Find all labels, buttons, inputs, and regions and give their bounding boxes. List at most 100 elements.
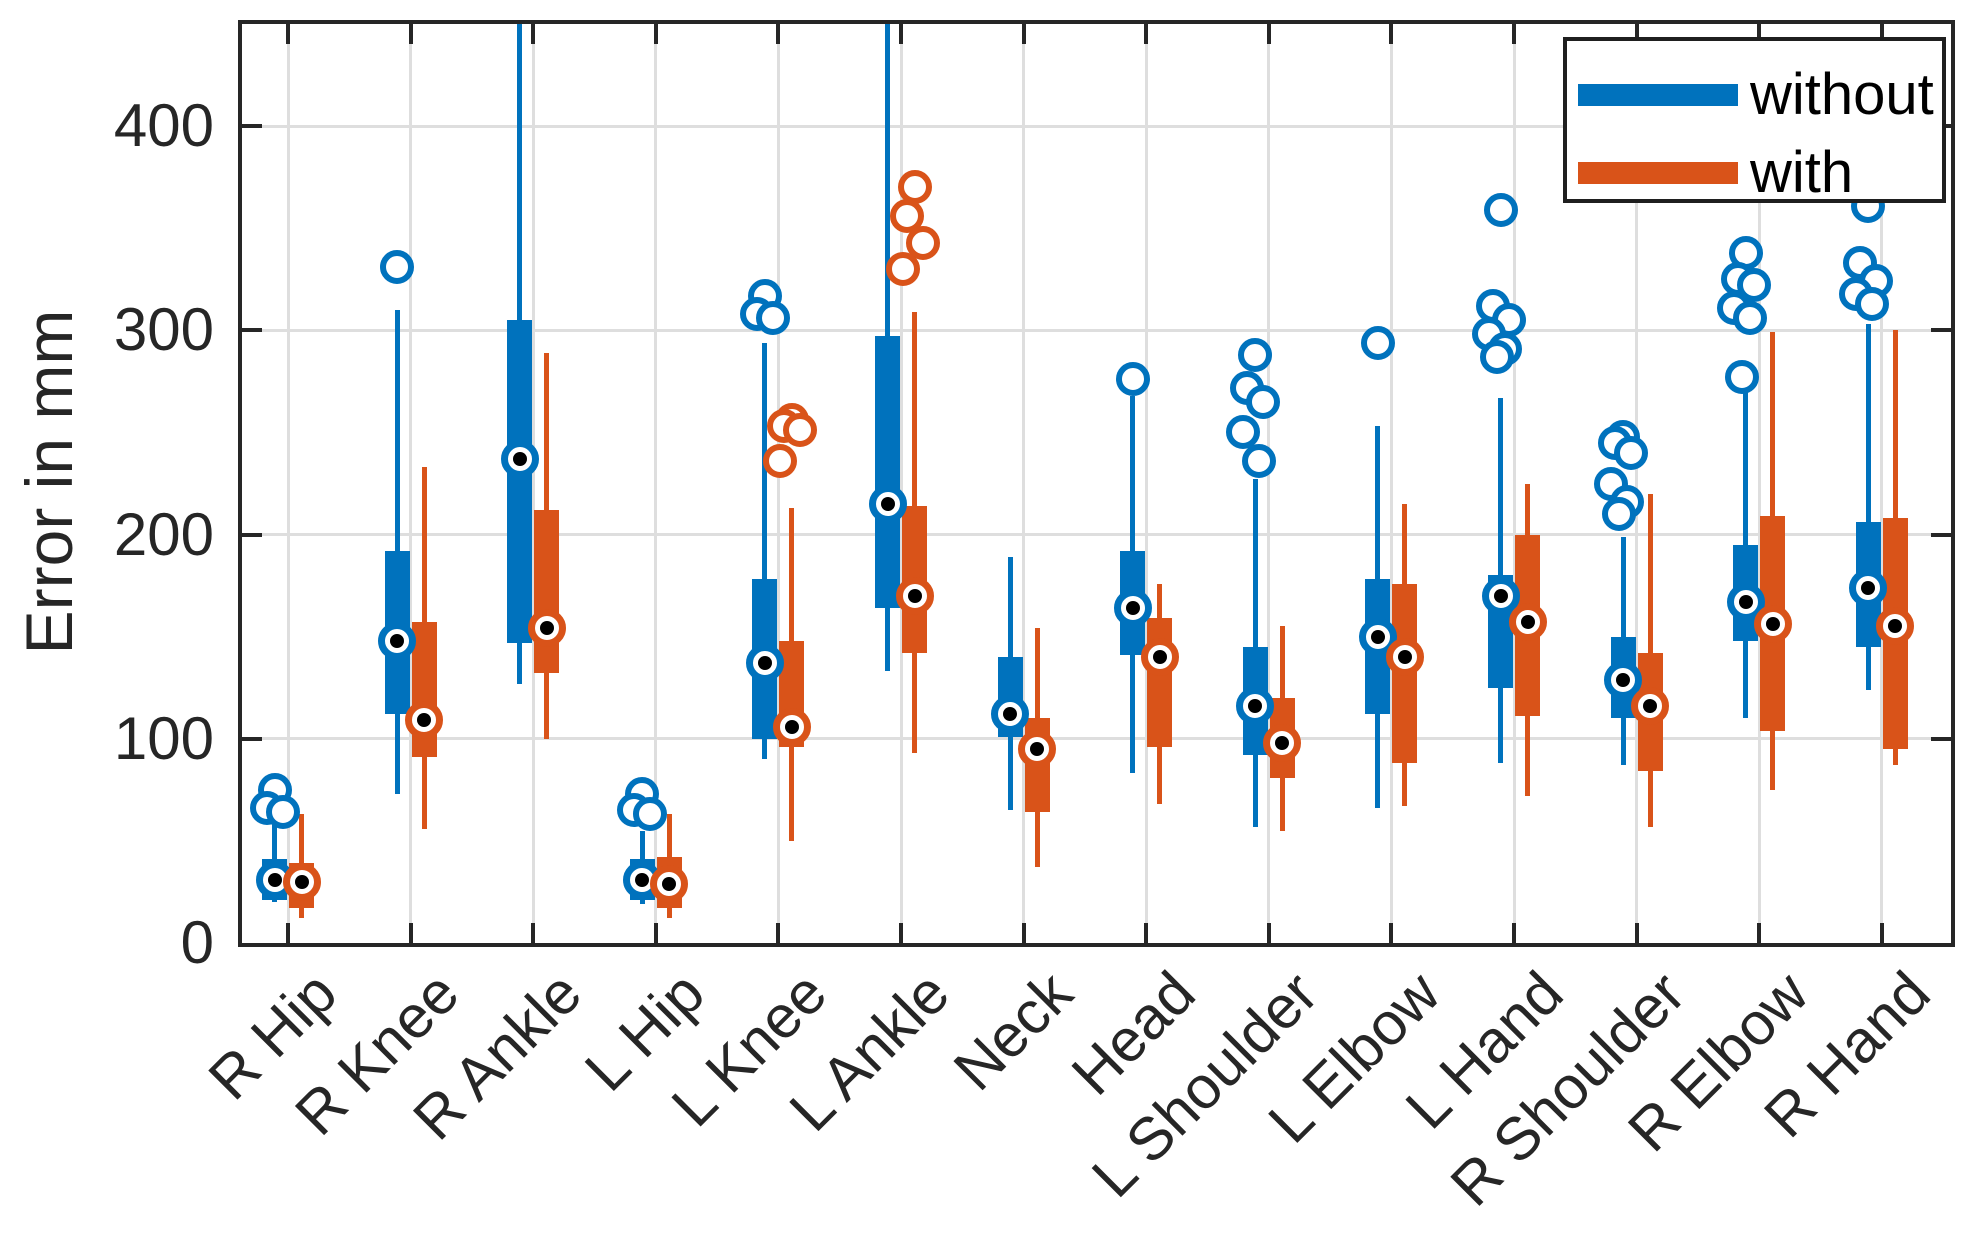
median-dot — [1275, 735, 1290, 750]
median-dot — [880, 496, 895, 511]
outlier-point-without-8 — [1246, 384, 1281, 419]
ytick-right — [1931, 328, 1951, 333]
xtick-top — [1512, 24, 1516, 44]
median-dot — [1520, 615, 1535, 630]
median-dot — [635, 872, 650, 887]
median-dot — [1248, 699, 1263, 714]
median-marker-without-1 — [378, 621, 417, 660]
outlier-point-without-8 — [1238, 337, 1273, 372]
outlier-point-without-3 — [633, 797, 668, 832]
median-dot — [1003, 707, 1018, 722]
xtick-bottom — [899, 923, 903, 943]
xtick-bottom — [1757, 923, 1762, 943]
gridline-x-12 — [1757, 24, 1761, 943]
median-dot — [784, 719, 799, 734]
outlier-point-without-12 — [1732, 301, 1767, 336]
xtick-bottom — [1144, 923, 1149, 943]
outlier-point-with-5 — [885, 252, 920, 287]
outlier-point-without-7 — [1115, 362, 1150, 397]
box-without-5 — [875, 336, 900, 609]
outlier-point-without-10 — [1479, 339, 1514, 374]
median-marker-with-12 — [1753, 605, 1792, 644]
median-marker-without-11 — [1604, 660, 1643, 699]
xtick-top — [1634, 24, 1639, 44]
median-dot — [539, 621, 554, 636]
xtick-bottom — [1389, 923, 1394, 943]
ytick-label-0: 0 — [180, 909, 214, 976]
whisker-without-13 — [1865, 324, 1871, 690]
ytick-label-400: 400 — [113, 92, 214, 160]
legend-label-with: with — [1750, 140, 1854, 205]
median-dot — [512, 451, 527, 466]
ytick-label-200: 200 — [113, 500, 214, 568]
median-dot — [907, 588, 922, 603]
xtick-top — [776, 24, 781, 44]
gridline-x-1 — [409, 24, 413, 943]
gridline-x-11 — [1635, 24, 1639, 943]
xtick-top — [653, 24, 658, 44]
median-dot — [1030, 741, 1045, 756]
outlier-point-without-11 — [1602, 497, 1637, 532]
xtick-bottom — [1266, 923, 1271, 943]
median-dot — [1370, 629, 1385, 644]
median-marker-with-10 — [1508, 603, 1547, 642]
median-marker-without-8 — [1236, 687, 1275, 726]
median-marker-with-5 — [895, 576, 934, 615]
outlier-point-without-0 — [265, 795, 300, 830]
xtick-bottom — [286, 923, 290, 943]
ytick-right — [1931, 532, 1951, 537]
whisker-without-4 — [762, 342, 768, 760]
median-dot — [1861, 580, 1876, 595]
median-dot — [662, 876, 677, 891]
ytick-left — [242, 124, 262, 129]
median-marker-without-5 — [868, 484, 907, 523]
outlier-point-without-4 — [755, 301, 790, 336]
median-dot — [390, 633, 405, 648]
ytick-label-300: 300 — [113, 296, 214, 364]
median-marker-with-2 — [527, 609, 566, 648]
median-dot — [1616, 672, 1631, 687]
median-dot — [1152, 650, 1167, 665]
xtick-bottom — [1021, 923, 1026, 943]
xtick-bottom — [776, 923, 781, 943]
median-dot — [1643, 699, 1658, 714]
gridline-x-3 — [654, 24, 658, 943]
legend-row-without: without — [1567, 66, 1942, 124]
gridline-x-2 — [531, 24, 535, 943]
xtick-bottom — [1634, 923, 1639, 943]
median-marker-with-9 — [1385, 638, 1424, 677]
xtick-bottom — [1512, 923, 1516, 943]
gridline-x-4 — [776, 24, 780, 943]
outlier-point-without-1 — [380, 250, 415, 285]
outlier-point-with-4 — [782, 413, 817, 448]
median-dot — [1493, 588, 1508, 603]
xtick-bottom — [1879, 923, 1884, 943]
legend: without with — [1563, 37, 1946, 203]
ytick-right — [1931, 736, 1951, 741]
outlier-point-without-8 — [1242, 444, 1277, 479]
outlier-point-without-10 — [1483, 192, 1518, 227]
median-dot — [757, 656, 772, 671]
xtick-top — [1757, 24, 1762, 44]
gridline-x-0 — [286, 24, 290, 943]
median-dot — [1888, 619, 1903, 634]
median-marker-with-6 — [1018, 729, 1057, 768]
median-marker-without-7 — [1113, 589, 1152, 628]
xtick-top — [1389, 24, 1394, 44]
xtick-top — [899, 24, 903, 44]
xtick-top — [286, 24, 290, 44]
median-marker-without-4 — [745, 644, 784, 683]
gridline-y-300 — [242, 328, 1951, 332]
gridline-x-8 — [1267, 24, 1271, 943]
legend-swatch-without — [1578, 84, 1738, 106]
median-marker-with-0 — [282, 862, 321, 901]
median-dot — [1765, 617, 1780, 632]
outlier-point-without-12 — [1724, 360, 1759, 395]
gridline-y-200 — [242, 533, 1951, 537]
median-marker-without-13 — [1849, 568, 1888, 607]
outlier-point-with-5 — [897, 170, 932, 205]
outlier-point-without-13 — [1855, 286, 1890, 321]
median-marker-without-10 — [1481, 576, 1520, 615]
median-dot — [1738, 594, 1753, 609]
ytick-label-100: 100 — [113, 704, 214, 772]
